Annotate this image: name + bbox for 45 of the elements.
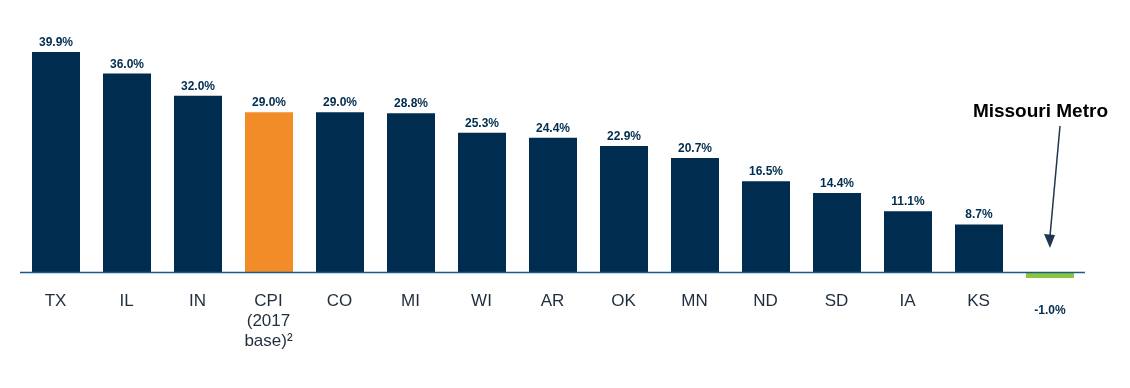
bar	[458, 132, 506, 273]
bar	[103, 73, 151, 273]
x-tick-label: CO	[326, 291, 353, 310]
bar	[245, 112, 293, 273]
bar	[742, 181, 790, 273]
x-tick-label: OK	[611, 291, 637, 310]
data-label: 28.8%	[393, 96, 429, 111]
bar	[387, 113, 435, 273]
x-tick-label: MI	[401, 291, 420, 310]
bar	[32, 52, 80, 273]
data-label: -1.0%	[1034, 302, 1066, 317]
x-tick-label: IL	[119, 291, 134, 310]
x-tick-label: AR	[540, 291, 565, 310]
x-tick-label: ND	[753, 291, 778, 310]
bar	[813, 192, 861, 273]
data-label: 29.0%	[251, 95, 287, 110]
data-label: 14.4%	[819, 175, 855, 190]
x-tick-label: KS	[967, 291, 990, 310]
bar	[1026, 272, 1074, 278]
bar	[884, 211, 932, 273]
data-label: 25.3%	[464, 115, 500, 130]
x-tick-label: WI	[471, 291, 492, 310]
data-label: 8.7%	[965, 207, 993, 222]
data-label: 11.1%	[891, 194, 926, 209]
x-tick-label: IA	[899, 291, 917, 310]
bar	[174, 95, 222, 273]
bar	[600, 145, 648, 273]
x-tick-label: IN	[189, 291, 206, 310]
x-tick-label: TX	[44, 291, 67, 310]
data-label: 24.4%	[535, 120, 571, 135]
bar	[529, 137, 577, 273]
data-label: 29.0%	[322, 95, 358, 110]
bar	[316, 112, 364, 273]
data-label: 39.9%	[38, 35, 74, 49]
x-tick-label: CPI (2017 base)²	[244, 291, 293, 350]
data-label: 16.5%	[748, 164, 784, 179]
annotation: Missouri Metro	[972, 100, 1108, 122]
x-tick-label: MN	[681, 291, 708, 310]
data-label: 20.7%	[677, 141, 713, 156]
x-tick-label: SD	[824, 291, 849, 310]
bar	[955, 224, 1003, 273]
data-label: 22.9%	[606, 128, 642, 143]
data-label: 36.0%	[109, 56, 145, 71]
data-label: 32.0%	[180, 78, 216, 93]
bar	[671, 158, 719, 273]
